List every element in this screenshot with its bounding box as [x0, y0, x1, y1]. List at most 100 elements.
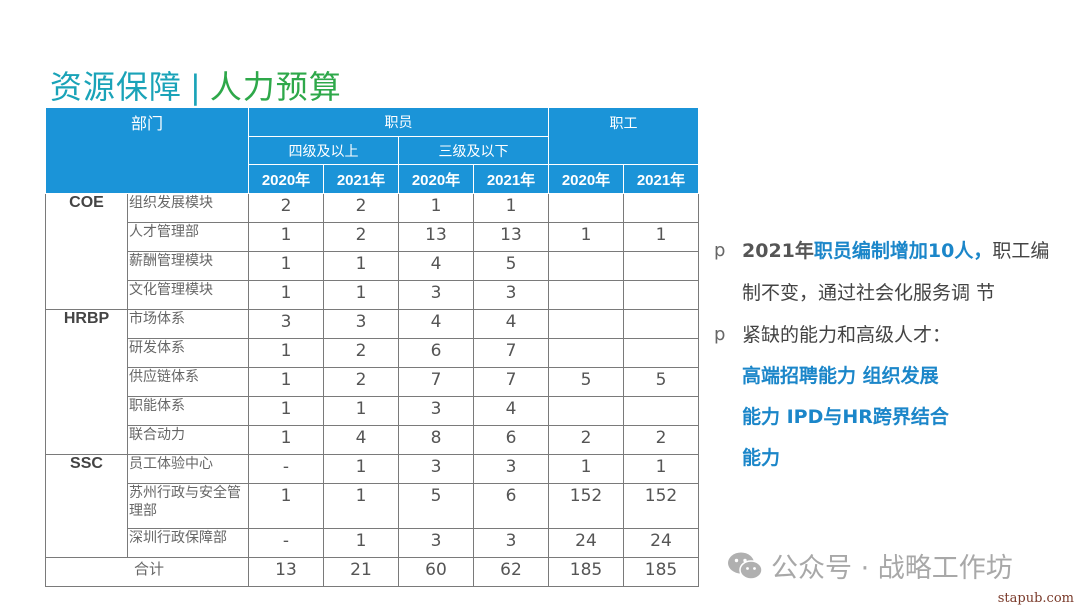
- value-cell: 1: [248, 483, 324, 529]
- header-year: 2020年: [398, 164, 474, 194]
- value-cell: [623, 251, 699, 281]
- value-cell: [623, 396, 699, 426]
- total-cell: 62: [473, 557, 549, 587]
- total-cell: 13: [248, 557, 324, 587]
- wechat-icon: [727, 551, 763, 588]
- bullet-highlight-line: 能力: [742, 447, 781, 469]
- value-cell: 1: [548, 222, 624, 252]
- value-cell: 1: [248, 338, 324, 368]
- value-cell: 1: [323, 280, 399, 310]
- value-cell: 3: [473, 280, 549, 310]
- value-cell: 13: [473, 222, 549, 252]
- value-cell: 3: [398, 280, 474, 310]
- header-staff: 职员: [248, 107, 549, 137]
- value-cell: -: [248, 454, 324, 484]
- value-cell: 24: [623, 528, 699, 558]
- bullet-year: 2021年: [742, 240, 814, 262]
- total-cell: 21: [323, 557, 399, 587]
- table-row: 职能体系 1 1 3 4: [46, 396, 699, 426]
- table-row: 人才管理部 1 2 13 13 1 1: [46, 222, 699, 252]
- value-cell: 7: [473, 338, 549, 368]
- title-right: 人力预算: [209, 68, 342, 106]
- table-row: HRBP 市场体系 3 3 4 4: [45, 309, 699, 455]
- bullet-list: p 2021年职员编制增加10人，职工编制不变，通过社会化服务调 节 p 紧缺的…: [714, 230, 1066, 479]
- value-cell: 1: [248, 396, 324, 426]
- dept-name: 研发体系: [127, 338, 249, 368]
- value-cell: 6: [398, 338, 474, 368]
- value-cell: 3: [248, 309, 324, 339]
- value-cell: [548, 193, 624, 223]
- value-cell: 3: [398, 528, 474, 558]
- header-level-low: 三级及以下: [398, 136, 549, 165]
- budget-table: 部门 职员 职工 四级及以上 三级及以下 2020年 2021年 2020年 2…: [45, 107, 699, 587]
- value-cell: 3: [473, 528, 549, 558]
- value-cell: 24: [548, 528, 624, 558]
- value-cell: 5: [473, 251, 549, 281]
- value-cell: 2: [548, 425, 624, 455]
- header-year: 2020年: [248, 164, 324, 194]
- group-label: COE: [45, 193, 128, 310]
- total-cell: 60: [398, 557, 474, 587]
- value-cell: 1: [248, 251, 324, 281]
- value-cell: 1: [623, 454, 699, 484]
- value-cell: 5: [623, 367, 699, 397]
- value-cell: 1: [398, 193, 474, 223]
- value-cell: [623, 338, 699, 368]
- value-cell: [548, 251, 624, 281]
- value-cell: 8: [398, 425, 474, 455]
- value-cell: 1: [248, 280, 324, 310]
- value-cell: 7: [473, 367, 549, 397]
- header-year: 2020年: [548, 164, 624, 194]
- value-cell: 4: [398, 309, 474, 339]
- value-cell: 1: [623, 222, 699, 252]
- table-row: COE 组织发展模块 2 2 1 1: [45, 193, 699, 310]
- dept-name: 深圳行政保障部: [127, 528, 249, 558]
- value-cell: 4: [398, 251, 474, 281]
- value-cell: 152: [623, 483, 699, 529]
- value-cell: 1: [323, 251, 399, 281]
- bullet-text: 紧缺的能力和高级人才：: [742, 324, 952, 346]
- value-cell: 1: [248, 425, 324, 455]
- value-cell: [623, 193, 699, 223]
- bullet-highlight: 职员编制增加10人，: [813, 240, 993, 262]
- value-cell: 4: [473, 396, 549, 426]
- table-row: 薪酬管理模块 1 1 4 5: [46, 251, 699, 281]
- value-cell: 6: [473, 425, 549, 455]
- header-years-row: 2020年 2021年 2020年 2021年 2020年 2021年: [46, 164, 699, 194]
- total-cell: 185: [548, 557, 624, 587]
- bullet-text: 职工编制不变，通过社会化服务调 节: [742, 240, 1050, 304]
- table-row: SSC 员工体验中心 -1 3 3 1 1: [45, 454, 699, 558]
- total-row: 合计 13 21 60 62 185 185: [45, 557, 699, 587]
- value-cell: 2: [623, 425, 699, 455]
- value-cell: 2: [323, 222, 399, 252]
- value-cell: 1: [323, 454, 399, 484]
- value-cell: 7: [398, 367, 474, 397]
- watermark-url: stapub.com: [997, 591, 1074, 606]
- value-cell: 2: [323, 193, 399, 223]
- watermark-text: 公众号 · 战略工作坊: [771, 553, 1013, 584]
- value-cell: 4: [323, 425, 399, 455]
- value-cell: [548, 396, 624, 426]
- bullet-marker: p: [714, 324, 726, 345]
- value-cell: 2: [323, 367, 399, 397]
- header-year: 2021年: [623, 164, 699, 194]
- value-cell: 3: [398, 454, 474, 484]
- value-cell: 13: [398, 222, 474, 252]
- bullet-highlight-line: 高端招聘能力 组织发展: [742, 365, 939, 387]
- value-cell: 2: [248, 193, 324, 223]
- group-label: HRBP: [45, 309, 128, 455]
- value-cell: 3: [323, 309, 399, 339]
- table-row: 供应链体系 1 2 7 7 5 5: [46, 367, 699, 397]
- total-cell: 185: [623, 557, 699, 587]
- value-cell: [548, 338, 624, 368]
- bullet-item: p 紧缺的能力和高级人才： 高端招聘能力 组织发展 能力 IPD与HR跨界结合 …: [714, 314, 1066, 479]
- header-workers: 职工: [548, 107, 699, 165]
- dept-name: 组织发展模块: [127, 193, 249, 223]
- group-label: SSC: [45, 454, 128, 558]
- dept-name: 联合动力: [127, 425, 249, 455]
- value-cell: 1: [548, 454, 624, 484]
- dept-name: 职能体系: [127, 396, 249, 426]
- value-cell: 6: [473, 483, 549, 529]
- value-cell: 5: [548, 367, 624, 397]
- dept-name: 文化管理模块: [127, 280, 249, 310]
